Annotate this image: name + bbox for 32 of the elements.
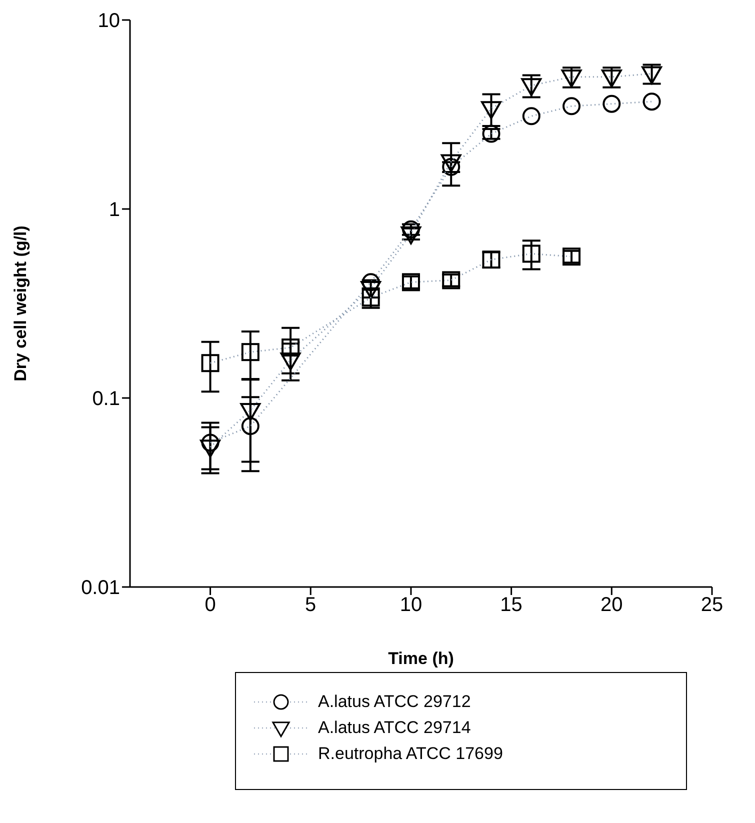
point: [521, 78, 542, 96]
point: [400, 226, 422, 244]
x-tick-label: 10: [400, 594, 422, 616]
point: [240, 402, 261, 421]
legend-label: A.latus ATCC 29712: [318, 692, 471, 712]
x-tick-label: 0: [204, 594, 216, 616]
x-tick-label: 25: [700, 594, 724, 616]
point: [201, 354, 220, 372]
y-axis-title: Dry cell weight (g/l): [11, 226, 30, 382]
x-tick-label: 15: [500, 594, 522, 616]
point: [241, 417, 260, 436]
y-tick-label: 0.01: [81, 577, 120, 600]
point: [442, 271, 460, 290]
legend-label: R.eutropha ATCC 17699: [318, 744, 503, 764]
point: [642, 92, 661, 111]
x-tick-label: 20: [600, 594, 623, 616]
x-axis-title: Time (h): [388, 649, 454, 668]
point: [562, 97, 581, 116]
point: [241, 343, 260, 362]
point: [481, 101, 502, 120]
point: [522, 244, 540, 263]
point: [602, 94, 621, 113]
legend-label: A.latus ATCC 29714: [318, 718, 471, 738]
y-tick-label: 0.1: [92, 388, 120, 410]
point: [442, 158, 460, 176]
point: [440, 154, 462, 172]
x-tick-label: 5: [305, 594, 316, 616]
point: [522, 107, 540, 126]
point: [282, 338, 300, 357]
point: [482, 124, 500, 143]
y-tick-label: 10: [98, 10, 120, 32]
y-tick-label: 1: [108, 199, 120, 222]
